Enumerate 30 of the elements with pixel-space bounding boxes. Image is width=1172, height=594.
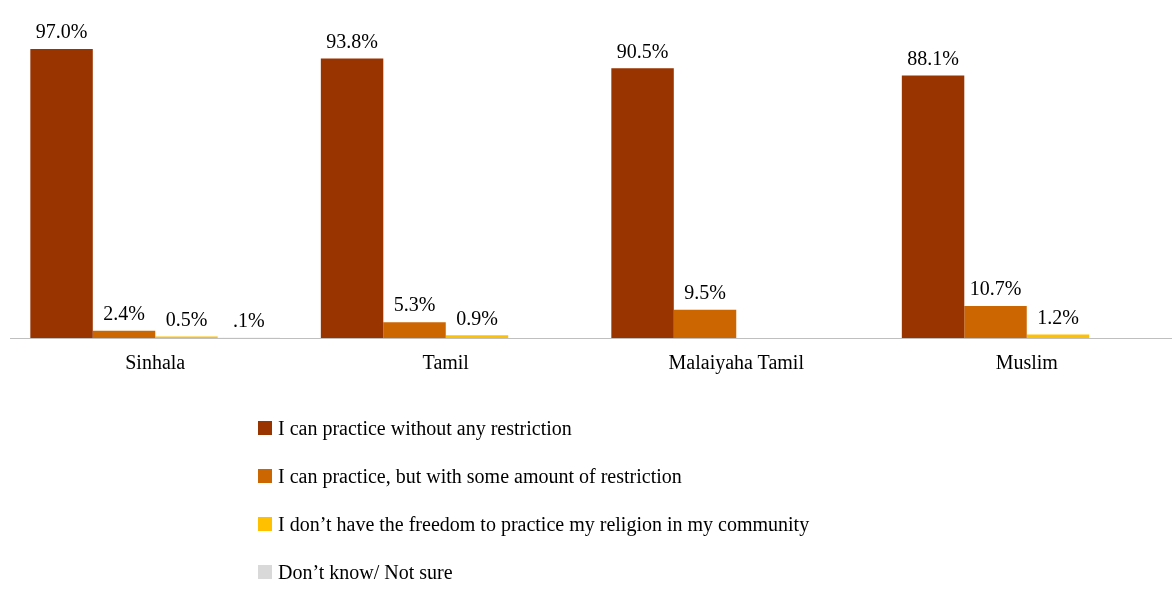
data-label: 9.5%: [684, 280, 726, 303]
x-tick-label: Sinhala: [125, 351, 186, 374]
bar: [964, 306, 1027, 338]
data-label: 5.3%: [393, 293, 436, 316]
bar: [1026, 334, 1090, 338]
data-label: 90.5%: [616, 39, 669, 62]
x-tick-label: Tamil: [422, 351, 470, 374]
bar: [901, 75, 965, 338]
bar: [30, 48, 93, 338]
bar: [383, 322, 446, 338]
data-label: 97.0%: [35, 20, 88, 43]
data-label: 10.7%: [969, 277, 1022, 300]
legend-label: I can practice without any restriction: [278, 416, 572, 440]
bar: [320, 58, 384, 338]
data-label: 0.5%: [165, 307, 208, 330]
data-label: 88.1%: [907, 46, 959, 69]
data-label: .1%: [233, 308, 265, 331]
bar: [92, 330, 156, 338]
x-tick-label: Malaiyaha Tamil: [668, 351, 805, 375]
data-label: 2.4%: [103, 302, 145, 325]
data-label: 1.2%: [1037, 305, 1079, 328]
data-label: 0.9%: [456, 306, 498, 329]
bar: [673, 309, 737, 338]
legend-label: Don’t know/ Not sure: [278, 560, 453, 584]
x-tick-label: Muslim: [995, 351, 1059, 374]
legend-label: I don’t have the freedom to practice my religion in my community: [278, 512, 810, 536]
bar: [445, 335, 509, 338]
legend-label: I can practice, but with some amount of restriction: [278, 464, 682, 488]
bar: [611, 68, 674, 338]
data-label: 93.8%: [326, 29, 378, 52]
